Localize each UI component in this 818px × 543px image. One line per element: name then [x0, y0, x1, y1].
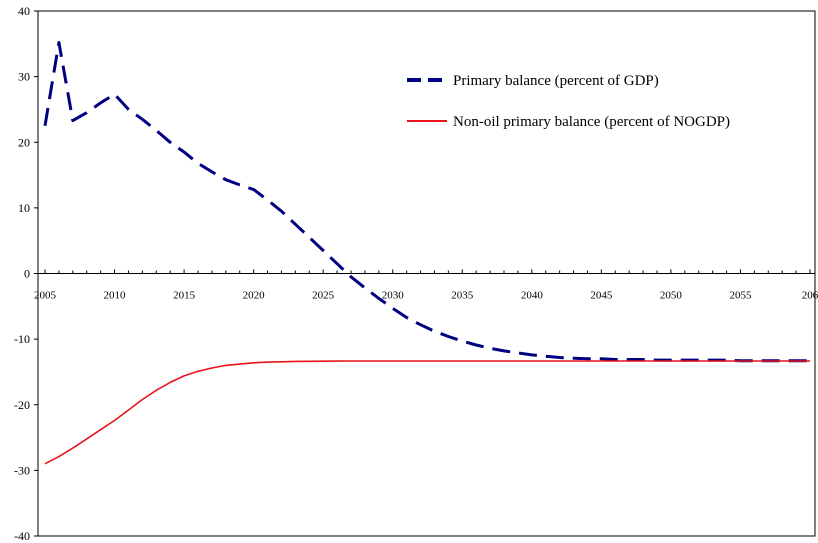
x-tick-label: 2045 [590, 290, 613, 302]
x-tick-label: 2040 [521, 290, 544, 302]
y-tick-label: -10 [14, 332, 30, 346]
x-tick-label: 2055 [729, 290, 752, 302]
x-tick-label: 2010 [104, 290, 127, 302]
x-tick-label: 2050 [660, 290, 683, 302]
x-tick-label: 2015 [173, 290, 196, 302]
y-axis: -40 -30 -20 -10 0 10 20 30 40 [14, 4, 38, 543]
y-tick-label: 30 [18, 70, 30, 84]
legend-label-non-oil-primary-balance: Non-oil primary balance (percent of NOGD… [453, 114, 730, 130]
y-tick-label: -30 [14, 463, 30, 477]
x-tick-label: 2005 [34, 290, 57, 302]
series-line-non-oil-primary-balance [44, 360, 810, 465]
x-tick-label: 2020 [243, 290, 266, 302]
legend: Primary balance (percent of GDP) Non-oil… [407, 73, 730, 130]
x-tick-label: 2025 [312, 290, 335, 302]
x-tick-label: 206 [802, 290, 818, 302]
series-line-primary-balance [43, 41, 810, 363]
x-tick-label: 2030 [382, 290, 405, 302]
series-lines [43, 41, 810, 465]
y-tick-label: 10 [18, 201, 30, 215]
x-tick-label: 2035 [451, 290, 474, 302]
y-tick-label: -40 [14, 529, 30, 543]
x-axis: 2005 2010 2015 2020 2025 2030 2035 2040 2045 2050… [34, 269, 818, 302]
legend-label-primary-balance: Primary balance (percent of GDP) [453, 73, 659, 89]
y-tick-label: -20 [14, 398, 30, 412]
y-tick-label: 0 [24, 267, 30, 281]
y-tick-label: 20 [18, 135, 30, 149]
y-tick-label: 40 [18, 4, 30, 18]
